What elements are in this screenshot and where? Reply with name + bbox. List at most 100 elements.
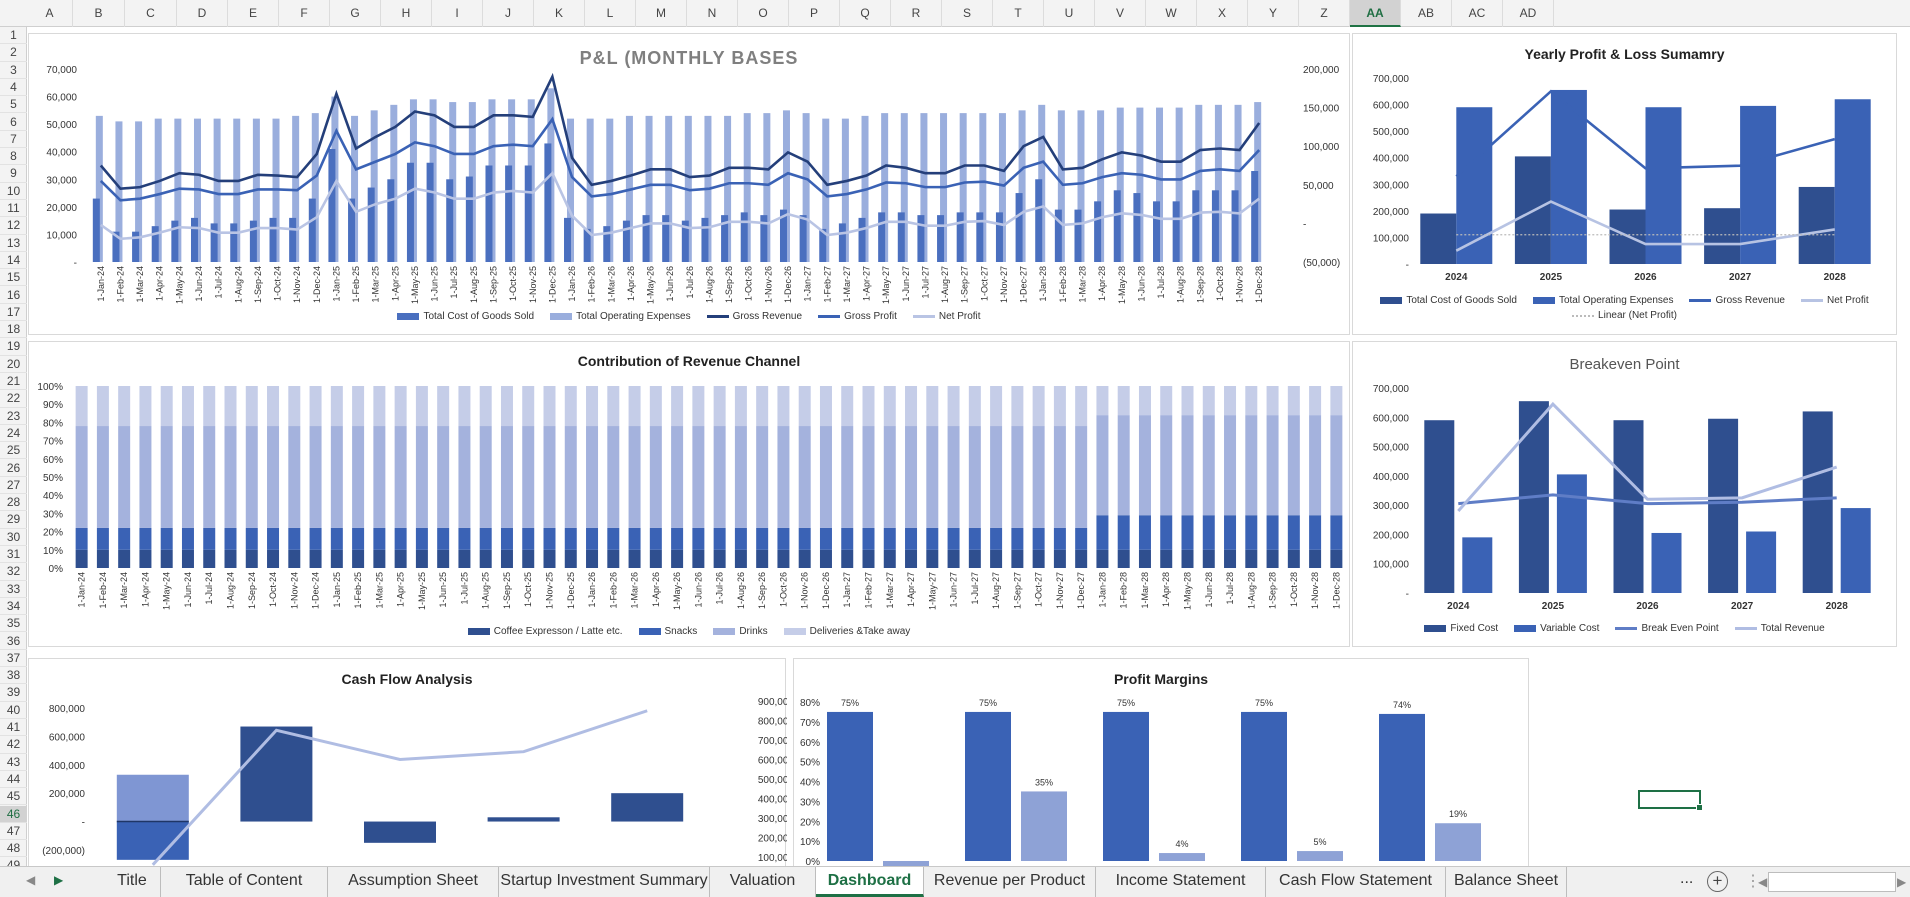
selected-cell[interactable]	[1638, 790, 1703, 811]
column-header-N[interactable]: N	[687, 0, 738, 27]
row-header-26[interactable]: 26	[0, 460, 27, 477]
yearly-pl-chart[interactable]: Yearly Profit & Loss Sumamry 700,000 600,…	[1352, 33, 1897, 335]
row-header-13[interactable]: 13	[0, 235, 27, 252]
sheet-tab-startup-investment-summary[interactable]: Startup Investment Summary	[499, 867, 710, 897]
hscroll-right-icon[interactable]: ▶	[1897, 875, 1907, 889]
row-header-3[interactable]: 3	[0, 62, 27, 79]
column-header-AB[interactable]: AB	[1401, 0, 1452, 27]
sheet-tab-balance-sheet[interactable]: Balance Sheet	[1446, 867, 1567, 897]
row-header-44[interactable]: 44	[0, 771, 27, 789]
row-header-28[interactable]: 28	[0, 494, 27, 512]
row-header-35[interactable]: 35	[0, 615, 27, 633]
row-header-37[interactable]: 37	[0, 650, 27, 668]
row-header-43[interactable]: 43	[0, 754, 27, 771]
column-header-G[interactable]: G	[330, 0, 381, 27]
column-header-V[interactable]: V	[1095, 0, 1146, 27]
add-sheet-button[interactable]: +	[1707, 871, 1728, 892]
column-header-Z[interactable]: Z	[1299, 0, 1350, 27]
scroll-left-icon[interactable]: ◀	[26, 873, 36, 887]
column-header-I[interactable]: I	[432, 0, 483, 27]
column-header-F[interactable]: F	[279, 0, 330, 27]
row-header-48[interactable]: 48	[0, 840, 27, 858]
profit-margins-chart[interactable]: Profit Margins 80% 70% 60% 50% 40% 30% 20% 10% 0…	[793, 658, 1529, 866]
column-header-L[interactable]: L	[585, 0, 636, 27]
column-header-AA[interactable]: AA	[1350, 0, 1401, 27]
column-header-O[interactable]: O	[738, 0, 789, 27]
column-header-U[interactable]: U	[1044, 0, 1095, 27]
revenue-channel-chart[interactable]: Contribution of Revenue Channel 100% 90% 8…	[28, 341, 1350, 647]
row-header-29[interactable]: 29	[0, 511, 27, 529]
row-header-45[interactable]: 45	[0, 788, 27, 806]
row-header-21[interactable]: 21	[0, 373, 27, 391]
column-header-D[interactable]: D	[177, 0, 228, 27]
row-header-20[interactable]: 20	[0, 356, 27, 373]
sheet-tab-assumption-sheet[interactable]: Assumption Sheet	[328, 867, 499, 897]
row-header-12[interactable]: 12	[0, 217, 27, 235]
row-header-14[interactable]: 14	[0, 252, 27, 270]
column-header-Y[interactable]: Y	[1248, 0, 1299, 27]
column-header-C[interactable]: C	[125, 0, 177, 27]
hscroll-left-icon[interactable]: ◀	[1758, 875, 1768, 889]
more-tabs-button[interactable]: ...	[1680, 870, 1694, 887]
column-header-R[interactable]: R	[891, 0, 942, 27]
column-header-H[interactable]: H	[381, 0, 432, 27]
column-header-P[interactable]: P	[789, 0, 840, 27]
row-header-22[interactable]: 22	[0, 390, 27, 408]
row-header-24[interactable]: 24	[0, 425, 27, 443]
row-header-10[interactable]: 10	[0, 183, 27, 200]
row-header-46[interactable]: 46	[0, 805, 27, 823]
breakeven-chart[interactable]: Breakeven Point 700,000 600,000 500,000 400…	[1352, 341, 1897, 647]
row-header-11[interactable]: 11	[0, 200, 27, 218]
column-header-B[interactable]: B	[73, 0, 125, 27]
sheet-tab-cash-flow-statement[interactable]: Cash Flow Statement	[1266, 867, 1446, 897]
row-header-16[interactable]: 16	[0, 287, 27, 304]
row-header-6[interactable]: 6	[0, 114, 27, 131]
row-header-34[interactable]: 34	[0, 598, 27, 616]
column-header-J[interactable]: J	[483, 0, 534, 27]
row-header-5[interactable]: 5	[0, 96, 27, 114]
sheet-tab-valuation[interactable]: Valuation	[710, 867, 816, 897]
row-header-30[interactable]: 30	[0, 529, 27, 546]
row-header-36[interactable]: 36	[0, 633, 27, 650]
row-header-19[interactable]: 19	[0, 338, 27, 356]
column-header-S[interactable]: S	[942, 0, 993, 27]
row-header-31[interactable]: 31	[0, 546, 27, 564]
row-header-49[interactable]: 49	[0, 857, 27, 866]
row-header-8[interactable]: 8	[0, 148, 27, 166]
row-header-25[interactable]: 25	[0, 442, 27, 460]
column-header-K[interactable]: K	[534, 0, 585, 27]
row-header-32[interactable]: 32	[0, 563, 27, 581]
row-header-27[interactable]: 27	[0, 477, 27, 495]
row-header-18[interactable]: 18	[0, 321, 27, 339]
scroll-right-icon[interactable]: ▶	[54, 873, 64, 887]
column-header-M[interactable]: M	[636, 0, 687, 27]
column-header-T[interactable]: T	[993, 0, 1044, 27]
column-header-A[interactable]: A	[27, 0, 73, 27]
row-header-1[interactable]: 1	[0, 27, 27, 45]
column-header-W[interactable]: W	[1146, 0, 1197, 27]
sheet-tab-title[interactable]: Title	[104, 867, 161, 897]
column-header-AC[interactable]: AC	[1452, 0, 1503, 27]
column-header-E[interactable]: E	[228, 0, 279, 27]
row-header-40[interactable]: 40	[0, 702, 27, 719]
row-header-17[interactable]: 17	[0, 304, 27, 322]
row-header-33[interactable]: 33	[0, 581, 27, 598]
pl-monthly-chart[interactable]: P&L (MONTHLY BASES 70,000 60,000 50,000 40,…	[28, 33, 1350, 335]
sheet-tab-table-of-content[interactable]: Table of Content	[161, 867, 328, 897]
sheet-tab-dashboard[interactable]: Dashboard	[816, 867, 924, 897]
column-header-AD[interactable]: AD	[1503, 0, 1554, 27]
row-header-7[interactable]: 7	[0, 131, 27, 149]
row-header-41[interactable]: 41	[0, 719, 27, 737]
row-header-42[interactable]: 42	[0, 736, 27, 754]
column-header-Q[interactable]: Q	[840, 0, 891, 27]
sheet-tab-revenue-per-product[interactable]: Revenue per Product	[924, 867, 1096, 897]
column-header-X[interactable]: X	[1197, 0, 1248, 27]
row-header-39[interactable]: 39	[0, 684, 27, 702]
row-header-2[interactable]: 2	[0, 44, 27, 62]
cash-flow-chart[interactable]: Cash Flow Analysis 800,000 600,000 400,000…	[28, 658, 787, 866]
row-header-9[interactable]: 9	[0, 165, 27, 183]
row-header-38[interactable]: 38	[0, 667, 27, 685]
sheet-tab-income-statement[interactable]: Income Statement	[1096, 867, 1266, 897]
row-header-47[interactable]: 47	[0, 823, 27, 841]
row-header-15[interactable]: 15	[0, 269, 27, 287]
